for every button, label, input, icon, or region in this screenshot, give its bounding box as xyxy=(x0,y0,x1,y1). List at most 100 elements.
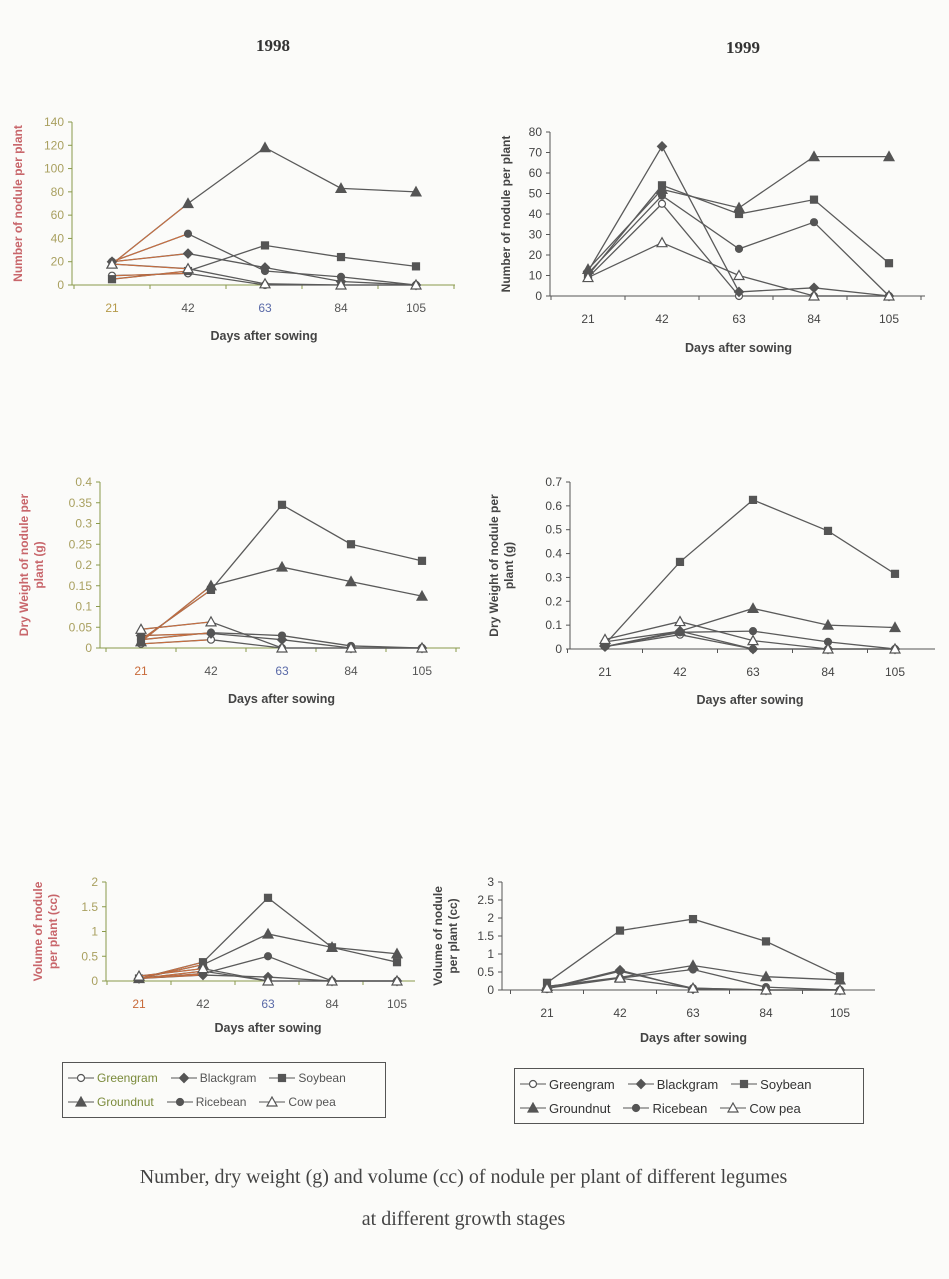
series-line-segment xyxy=(138,973,204,980)
y-tick-label: 0.35 xyxy=(69,496,93,510)
y-tick-label: 140 xyxy=(44,115,64,129)
legend-label: Groundnut xyxy=(97,1095,154,1109)
legend-label: Greengram xyxy=(549,1076,615,1092)
y-tick-label: 0 xyxy=(535,289,542,303)
chart-1999-3: 0 0.1 0.2 0.3 0.4 0.5 0.6 0.7 21 42 63 84 105 Days af… xyxy=(487,475,935,707)
filled-diamond-icon xyxy=(627,1078,654,1090)
legend-row: Greengram Blackgram Soybean xyxy=(67,1066,385,1090)
x-tick-label: 105 xyxy=(879,312,899,326)
x-tick-label: 84 xyxy=(334,301,348,315)
y-tick-label: 50 xyxy=(529,187,543,201)
legend-1999: Greengram Blackgram Soybean Groundnut Ricebe… xyxy=(514,1068,864,1124)
x-axis-label: Days after sowing xyxy=(228,692,335,706)
legend-marker xyxy=(175,1097,184,1107)
data-point xyxy=(675,628,685,637)
data-point xyxy=(734,244,744,253)
legend-label: Blackgram xyxy=(656,1076,719,1092)
legend-label: Ricebean xyxy=(195,1095,247,1109)
y-tick-label: 40 xyxy=(51,231,65,245)
legend-label: Groundnut xyxy=(549,1100,611,1116)
y-axis-label: Volume of noduleper plant (cc) xyxy=(431,886,460,986)
y-axis-label: Dry Weight of nodule perplant (g) xyxy=(487,494,516,637)
y-tick-label: 30 xyxy=(529,228,543,242)
x-tick-label: 42 xyxy=(655,312,669,326)
data-point xyxy=(809,195,819,204)
figure-caption-line1: Number, dry weight (g) and volume (cc) o… xyxy=(139,1166,788,1188)
legend-marker xyxy=(74,1096,88,1107)
y-tick-label: 1 xyxy=(487,947,494,961)
data-point xyxy=(415,589,429,601)
series-soybean xyxy=(136,500,427,644)
data-point xyxy=(409,185,423,197)
data-point xyxy=(344,641,358,653)
data-point xyxy=(615,926,625,935)
data-point xyxy=(261,927,275,939)
data-point xyxy=(748,627,758,636)
data-point xyxy=(748,495,758,504)
data-point xyxy=(277,631,287,640)
data-point xyxy=(183,229,193,238)
filled-circle-icon xyxy=(166,1097,193,1107)
y-tick-label: 0.1 xyxy=(75,600,92,614)
data-point xyxy=(686,981,700,993)
y-tick-label: 1.5 xyxy=(477,929,494,943)
series-line-segment xyxy=(140,585,212,643)
data-point xyxy=(655,236,669,248)
x-tick-label: 105 xyxy=(406,301,426,315)
data-point xyxy=(417,556,427,565)
series-cow-pea xyxy=(598,615,902,654)
y-tick-label: 40 xyxy=(529,207,543,221)
legend-marker xyxy=(740,1079,749,1089)
x-axis-label: Days after sowing xyxy=(640,1031,747,1045)
data-point xyxy=(275,560,289,572)
x-tick-label: 42 xyxy=(673,665,687,679)
x-tick-label: 105 xyxy=(830,1006,850,1020)
y-tick-label: 0.5 xyxy=(477,965,494,979)
x-tick-label: 63 xyxy=(261,997,275,1011)
y-tick-label: 0.15 xyxy=(69,579,93,593)
y-tick-label: 0.5 xyxy=(81,949,98,963)
legend-row: Groundnut Ricebean Cow pea xyxy=(519,1096,863,1120)
data-point xyxy=(809,218,819,227)
series-line xyxy=(604,607,896,643)
data-point xyxy=(884,259,894,268)
y-tick-label: 0.3 xyxy=(545,570,562,584)
y-tick-label: 0 xyxy=(85,641,92,655)
legend-item: Greengram xyxy=(67,1071,164,1085)
open-circle-icon xyxy=(520,1079,546,1089)
legend-item: Blackgram xyxy=(627,1077,724,1092)
series-cow-pea xyxy=(105,257,423,290)
y-tick-label: 20 xyxy=(529,248,543,262)
data-point xyxy=(759,983,773,995)
chart-1998-2: 0 0.05 0.1 0.15 0.2 0.25 0.3 0.35 0.4 21 42 63 84 105… xyxy=(17,475,460,706)
y-tick-label: 100 xyxy=(44,162,64,176)
x-tick-label: 84 xyxy=(325,997,339,1011)
y-tick-label: 2 xyxy=(91,875,98,889)
data-point xyxy=(275,641,289,653)
y-tick-label: 60 xyxy=(529,166,543,180)
filled-triangle-icon xyxy=(68,1096,94,1107)
series-line xyxy=(587,184,890,276)
filled-diamond-icon xyxy=(170,1072,197,1084)
series-cow-pea xyxy=(132,962,404,986)
data-point xyxy=(823,526,833,536)
x-axis-label: Days after sowing xyxy=(211,329,318,343)
series-line-segment xyxy=(140,621,212,630)
data-point xyxy=(136,635,146,644)
data-point xyxy=(807,150,821,162)
data-point xyxy=(182,248,194,259)
x-tick-label: 21 xyxy=(598,665,612,679)
data-point xyxy=(613,971,627,983)
legend-marker xyxy=(76,1073,86,1083)
open-triangle-icon xyxy=(259,1096,286,1107)
y-tick-label: 0.2 xyxy=(75,558,92,572)
heading-1998: 1998 xyxy=(256,36,290,55)
legend-item: Soybean xyxy=(268,1071,351,1085)
series-line-segment xyxy=(111,270,189,280)
filled-square-icon xyxy=(269,1073,296,1083)
series-cow-pea xyxy=(134,615,429,653)
x-tick-label: 84 xyxy=(821,665,835,679)
y-tick-label: 0 xyxy=(91,974,98,988)
legend-label: Cow pea xyxy=(288,1095,336,1109)
data-point xyxy=(258,277,272,289)
